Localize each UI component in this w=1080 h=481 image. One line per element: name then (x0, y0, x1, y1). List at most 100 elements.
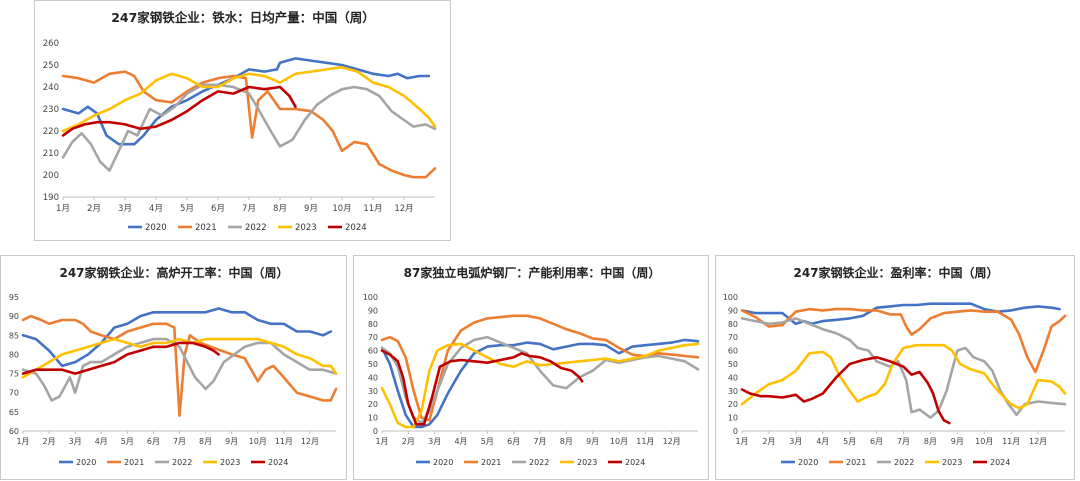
x-tick-label: 7月 (242, 204, 256, 214)
y-tick-label: 70 (728, 333, 738, 342)
y-tick-label: 40 (368, 373, 378, 382)
legend-label-2021: 2021 (481, 458, 501, 467)
y-tick-label: 50 (368, 360, 378, 369)
legend-label-2023: 2023 (577, 458, 597, 467)
x-tick-label: 12月 (301, 437, 319, 446)
y-tick-label: 40 (728, 373, 738, 382)
legend-label-2024: 2024 (345, 223, 367, 233)
series-line-2024 (380, 349, 584, 426)
x-tick-label: 5月 (121, 437, 134, 446)
x-tick-label: 10月 (610, 437, 628, 446)
chart-title: 247家钢铁企业：铁水：日均产量：中国（周） (111, 10, 375, 25)
chart-panel-blast-furnace-rate: 247家钢铁企业：高炉开工率：中国（周） 60 65 70 75 80 85 90 95 1月 2月… (0, 255, 347, 480)
y-tick-label: 80 (728, 320, 738, 329)
chart-profitability: 247家钢铁企业：盈利率：中国（周） 0 10 20 30 40 50 60 70 80 90 100… (723, 265, 1067, 467)
x-tick-label: 12月 (663, 437, 681, 446)
series-line-2024 (21, 341, 220, 375)
x-tick-label: 1月 (56, 204, 70, 214)
y-tick-label: 100 (723, 293, 738, 302)
chart-panel-profitability: 247家钢铁企业：盈利率：中国（周） 0 10 20 30 40 50 60 70 80 90 100… (715, 255, 1075, 480)
series-line-2021 (380, 314, 700, 422)
legend-label-2021: 2021 (195, 223, 217, 233)
y-tick-label: 95 (9, 293, 19, 302)
legend-label-2021: 2021 (846, 458, 866, 467)
legend-label-2022: 2022 (529, 458, 549, 467)
y-tick-label: 70 (9, 389, 19, 398)
legend-label-2022: 2022 (245, 223, 267, 233)
x-tick-label: 2月 (762, 437, 775, 446)
x-tick-label: 3月 (118, 204, 132, 214)
x-tick-label: 2月 (43, 437, 56, 446)
y-tick-label: 220 (43, 127, 59, 137)
x-tick-label: 4月 (816, 437, 829, 446)
y-tick-label: 80 (9, 350, 19, 359)
y-tick-label: 210 (43, 149, 59, 159)
chart-title: 87家独立电弧炉钢厂：产能利用率：中国（周） (404, 265, 661, 280)
y-tick-label: 190 (43, 193, 59, 203)
series-line-2021 (61, 70, 437, 179)
x-tick-label: 2月 (87, 204, 101, 214)
x-tick-label: 9月 (304, 204, 318, 214)
x-tick-label: 8月 (924, 437, 937, 446)
series-line-2023 (61, 65, 437, 133)
y-tick-label: 90 (728, 306, 738, 315)
x-tick-label: 5月 (481, 437, 494, 446)
y-tick-label: 60 (368, 347, 378, 356)
x-tick-label: 4月 (149, 204, 163, 214)
series-line-2020 (21, 307, 333, 368)
x-tick-label: 7月 (533, 437, 546, 446)
series-line-2024 (740, 356, 951, 425)
x-tick-label: 3月 (789, 437, 802, 446)
series-line-2023 (21, 337, 338, 379)
y-tick-label: 0 (733, 427, 738, 436)
x-tick-label: 6月 (211, 204, 225, 214)
y-tick-label: 90 (9, 312, 19, 321)
series-line-2023 (380, 342, 700, 429)
legend-label-2021: 2021 (124, 458, 144, 467)
legend-label-2024: 2024 (625, 458, 645, 467)
x-tick-label: 4月 (95, 437, 108, 446)
x-tick-label: 11月 (636, 437, 654, 446)
y-tick-label: 0 (373, 427, 378, 436)
y-tick-label: 240 (43, 83, 59, 93)
x-tick-label: 11月 (363, 204, 382, 214)
series-line-2020 (740, 302, 1061, 326)
chart-panel-eaf-utilization: 87家独立电弧炉钢厂：产能利用率：中国（周） 0 10 20 30 40 50 60 70 80 9… (353, 255, 709, 480)
x-tick-label: 6月 (870, 437, 883, 446)
y-tick-label: 100 (363, 293, 378, 302)
x-tick-label: 8月 (560, 437, 573, 446)
y-tick-label: 20 (368, 400, 378, 409)
x-tick-label: 10月 (249, 437, 267, 446)
series-line-2022 (61, 83, 437, 172)
y-tick-label: 30 (368, 387, 378, 396)
x-tick-label: 8月 (199, 437, 212, 446)
legend-label-2020: 2020 (798, 458, 818, 467)
x-tick-label: 6月 (147, 437, 160, 446)
x-tick-label: 6月 (507, 437, 520, 446)
chart-title: 247家钢铁企业：高炉开工率：中国（周） (59, 265, 288, 280)
x-tick-label: 4月 (454, 437, 467, 446)
legend-label-2022: 2022 (172, 458, 192, 467)
legend-label-2024: 2024 (268, 458, 288, 467)
y-tick-label: 260 (43, 39, 59, 49)
y-tick-label: 60 (9, 427, 19, 436)
series-line-2024 (61, 85, 297, 137)
y-tick-label: 60 (728, 347, 738, 356)
chart-blast-furnace-rate: 247家钢铁企业：高炉开工率：中国（周） 60 65 70 75 80 85 90 95 1月 2月… (9, 265, 338, 467)
y-tick-label: 10 (368, 414, 378, 423)
y-tick-label: 30 (728, 387, 738, 396)
legend-label-2020: 2020 (433, 458, 453, 467)
series-line-2021 (21, 314, 338, 417)
x-tick-label: 3月 (428, 437, 441, 446)
y-tick-label: 70 (368, 333, 378, 342)
y-tick-label: 230 (43, 105, 59, 115)
legend-label-2024: 2024 (990, 458, 1010, 467)
legend-label-2022: 2022 (894, 458, 914, 467)
chart-panel-hot-metal-output: 247家钢铁企业：铁水：日均产量：中国（周） 190 200 210 220 230 240… (34, 0, 451, 241)
y-tick-label: 20 (728, 400, 738, 409)
x-tick-label: 9月 (225, 437, 238, 446)
legend-label-2023: 2023 (295, 223, 317, 233)
x-tick-label: 2月 (402, 437, 415, 446)
series-line-2023 (740, 343, 1067, 410)
x-tick-label: 1月 (735, 437, 748, 446)
